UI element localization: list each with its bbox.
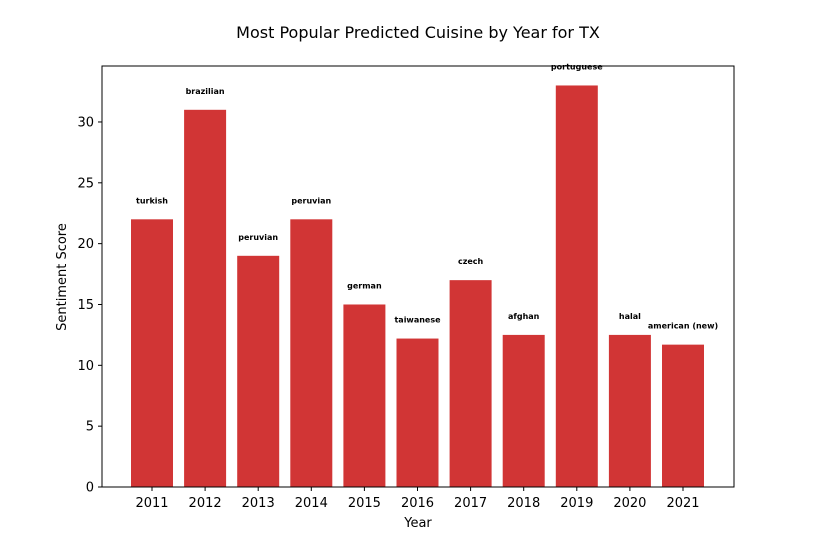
y-tick-label-20: 20: [77, 237, 94, 252]
chart-title: Most Popular Predicted Cuisine by Year f…: [236, 23, 600, 42]
data-label-2011: turkish: [136, 196, 168, 205]
y-axis-label: Sentiment Score: [55, 223, 70, 331]
x-tick-label-2015: 2015: [348, 496, 381, 511]
x-tick-label-2014: 2014: [295, 496, 328, 511]
bar-2017: [449, 280, 492, 487]
bar-2015: [343, 304, 386, 487]
y-tick-label-25: 25: [77, 176, 94, 191]
bar-2020: [608, 334, 651, 487]
x-tick-label-2012: 2012: [189, 496, 222, 511]
x-tick-label-2021: 2021: [666, 496, 699, 511]
x-tick-label-2019: 2019: [560, 496, 593, 511]
y-tick-label-5: 5: [86, 420, 94, 435]
bars-group: [131, 85, 704, 488]
y-tick-label-0: 0: [86, 481, 94, 496]
data-label-2021: american (new): [648, 322, 718, 331]
bar-2011: [131, 219, 173, 487]
data-label-2016: taiwanese: [394, 316, 441, 325]
data-label-2015: german: [347, 281, 382, 290]
x-axis: 2011 2012 2013 2014 2015 2016 2017 2018 2019 2020…: [135, 487, 700, 511]
data-label-2012: brazilian: [186, 87, 225, 96]
data-labels-group: turkish brazilian peruvian peruvian german ta…: [136, 62, 718, 330]
x-tick-label-2013: 2013: [242, 496, 275, 511]
bar-2018: [502, 334, 545, 487]
x-tick-label-2020: 2020: [613, 496, 646, 511]
data-label-2013: peruvian: [238, 233, 278, 242]
y-tick-label-15: 15: [77, 298, 94, 313]
data-label-2014: peruvian: [291, 196, 331, 205]
x-tick-label-2018: 2018: [507, 496, 540, 511]
bar-2019: [555, 85, 598, 488]
bar-2013: [237, 255, 280, 487]
data-label-2020: halal: [619, 312, 641, 321]
x-tick-label-2016: 2016: [401, 496, 434, 511]
data-label-2017: czech: [458, 257, 484, 266]
bar-2014: [290, 219, 333, 487]
x-axis-label: Year: [403, 516, 432, 531]
data-label-2019: portuguese: [551, 62, 603, 71]
bar-2016: [396, 338, 439, 487]
bar-2012: [184, 109, 227, 487]
x-tick-label-2017: 2017: [454, 496, 487, 511]
data-label-2018: afghan: [508, 312, 540, 321]
y-tick-label-30: 30: [77, 115, 94, 130]
bar-2021: [662, 344, 704, 487]
x-tick-label-2011: 2011: [135, 496, 168, 511]
y-axis: 0 5 10 15 20 25 30: [77, 115, 102, 496]
y-tick-label-10: 10: [77, 359, 94, 374]
